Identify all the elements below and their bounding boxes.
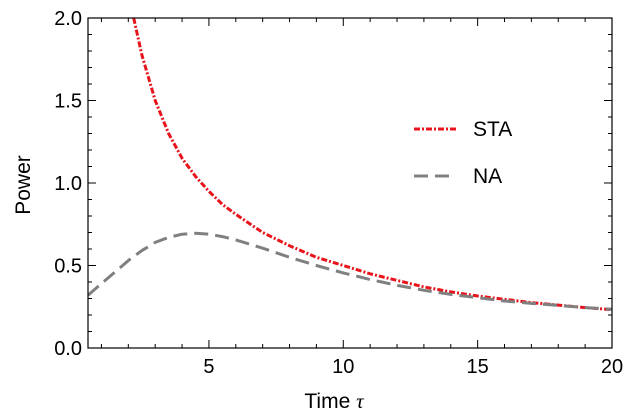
x-axis-title: Time τ bbox=[304, 389, 365, 413]
legend: STA NA bbox=[414, 118, 512, 188]
legend-label-na: NA bbox=[473, 165, 502, 188]
y-tick-label: 0.5 bbox=[54, 256, 82, 278]
plot-area bbox=[88, 18, 612, 312]
x-tick-label: 5 bbox=[203, 356, 214, 378]
y-tick-label: 0.0 bbox=[54, 338, 82, 360]
y-tick-label: 2.0 bbox=[54, 8, 82, 30]
plot-frame bbox=[87, 17, 613, 349]
x-tick-label: 15 bbox=[467, 356, 489, 378]
y-tick-label: 1.0 bbox=[54, 173, 82, 195]
x-tick-label: 20 bbox=[601, 356, 623, 378]
series-line-na bbox=[88, 231, 612, 311]
x-tick-label: 10 bbox=[332, 356, 354, 378]
y-axis-title: Power bbox=[12, 155, 35, 215]
axes: 5 10 15 20 0.0 0.5 1.0 1.5 2.0 bbox=[54, 8, 623, 378]
legend-label-sta: STA bbox=[473, 118, 512, 141]
series-line-sta bbox=[132, 18, 612, 312]
y-tick-label: 1.5 bbox=[54, 91, 82, 113]
